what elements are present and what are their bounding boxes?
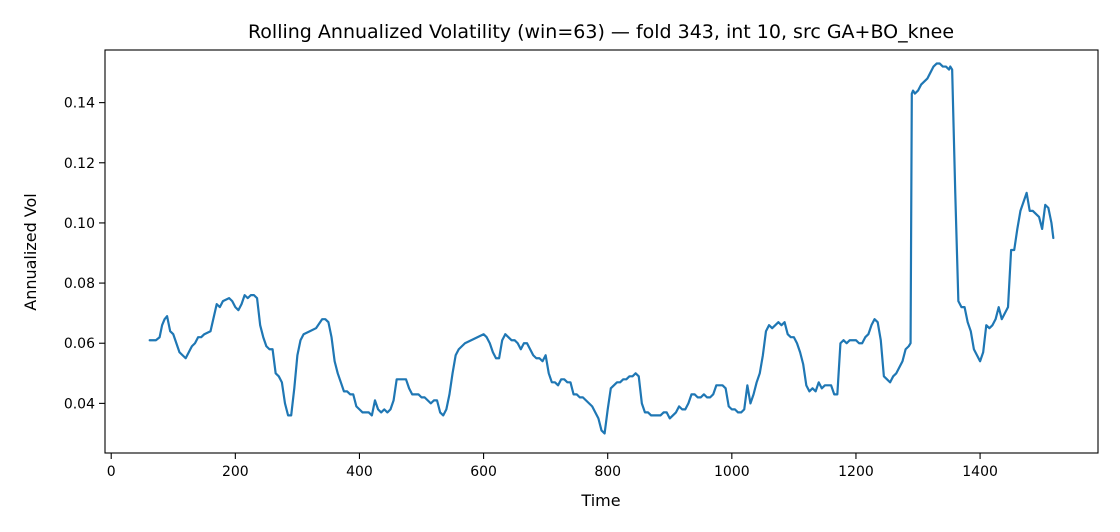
x-tick-label: 200 <box>222 464 249 480</box>
series-line-0 <box>150 64 1054 434</box>
y-tick-label: 0.04 <box>64 396 95 412</box>
y-tick-label: 0.14 <box>64 96 95 112</box>
x-axis-label: Time <box>580 491 620 510</box>
x-tick-label: 1000 <box>714 464 750 480</box>
x-tick-label: 0 <box>107 464 116 480</box>
x-tick-label: 800 <box>594 464 621 480</box>
y-axis-ticks: 0.04 0.06 0.08 0.10 0.12 0.14 <box>64 96 105 413</box>
plot-spines <box>105 50 1098 453</box>
x-axis-ticks: 0 200 400 600 800 1000 1200 1400 <box>107 453 998 480</box>
y-tick-label: 0.08 <box>64 276 95 292</box>
x-tick-label: 1200 <box>838 464 874 480</box>
y-axis-label: Annualized Vol <box>21 193 40 310</box>
x-tick-label: 1400 <box>962 464 998 480</box>
chart-title: Rolling Annualized Volatility (win=63) —… <box>248 21 954 43</box>
plot-area <box>105 50 1098 453</box>
x-tick-label: 400 <box>346 464 373 480</box>
y-tick-label: 0.12 <box>64 156 95 172</box>
y-tick-label: 0.10 <box>64 216 95 232</box>
y-tick-label: 0.06 <box>64 336 95 352</box>
x-tick-label: 600 <box>470 464 497 480</box>
series-layer <box>150 64 1054 434</box>
